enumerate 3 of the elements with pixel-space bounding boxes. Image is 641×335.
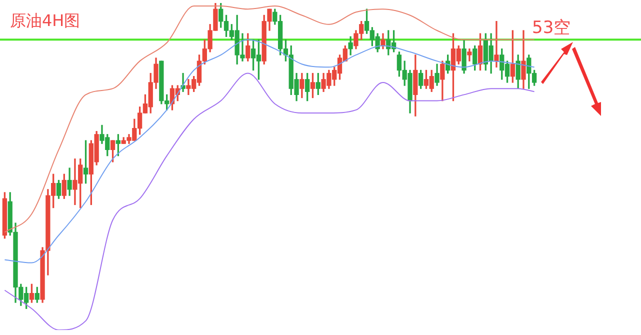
text: 原油4H图 [10, 11, 80, 32]
annotation: 53空 [532, 17, 571, 39]
candlestick [494, 21, 499, 68]
